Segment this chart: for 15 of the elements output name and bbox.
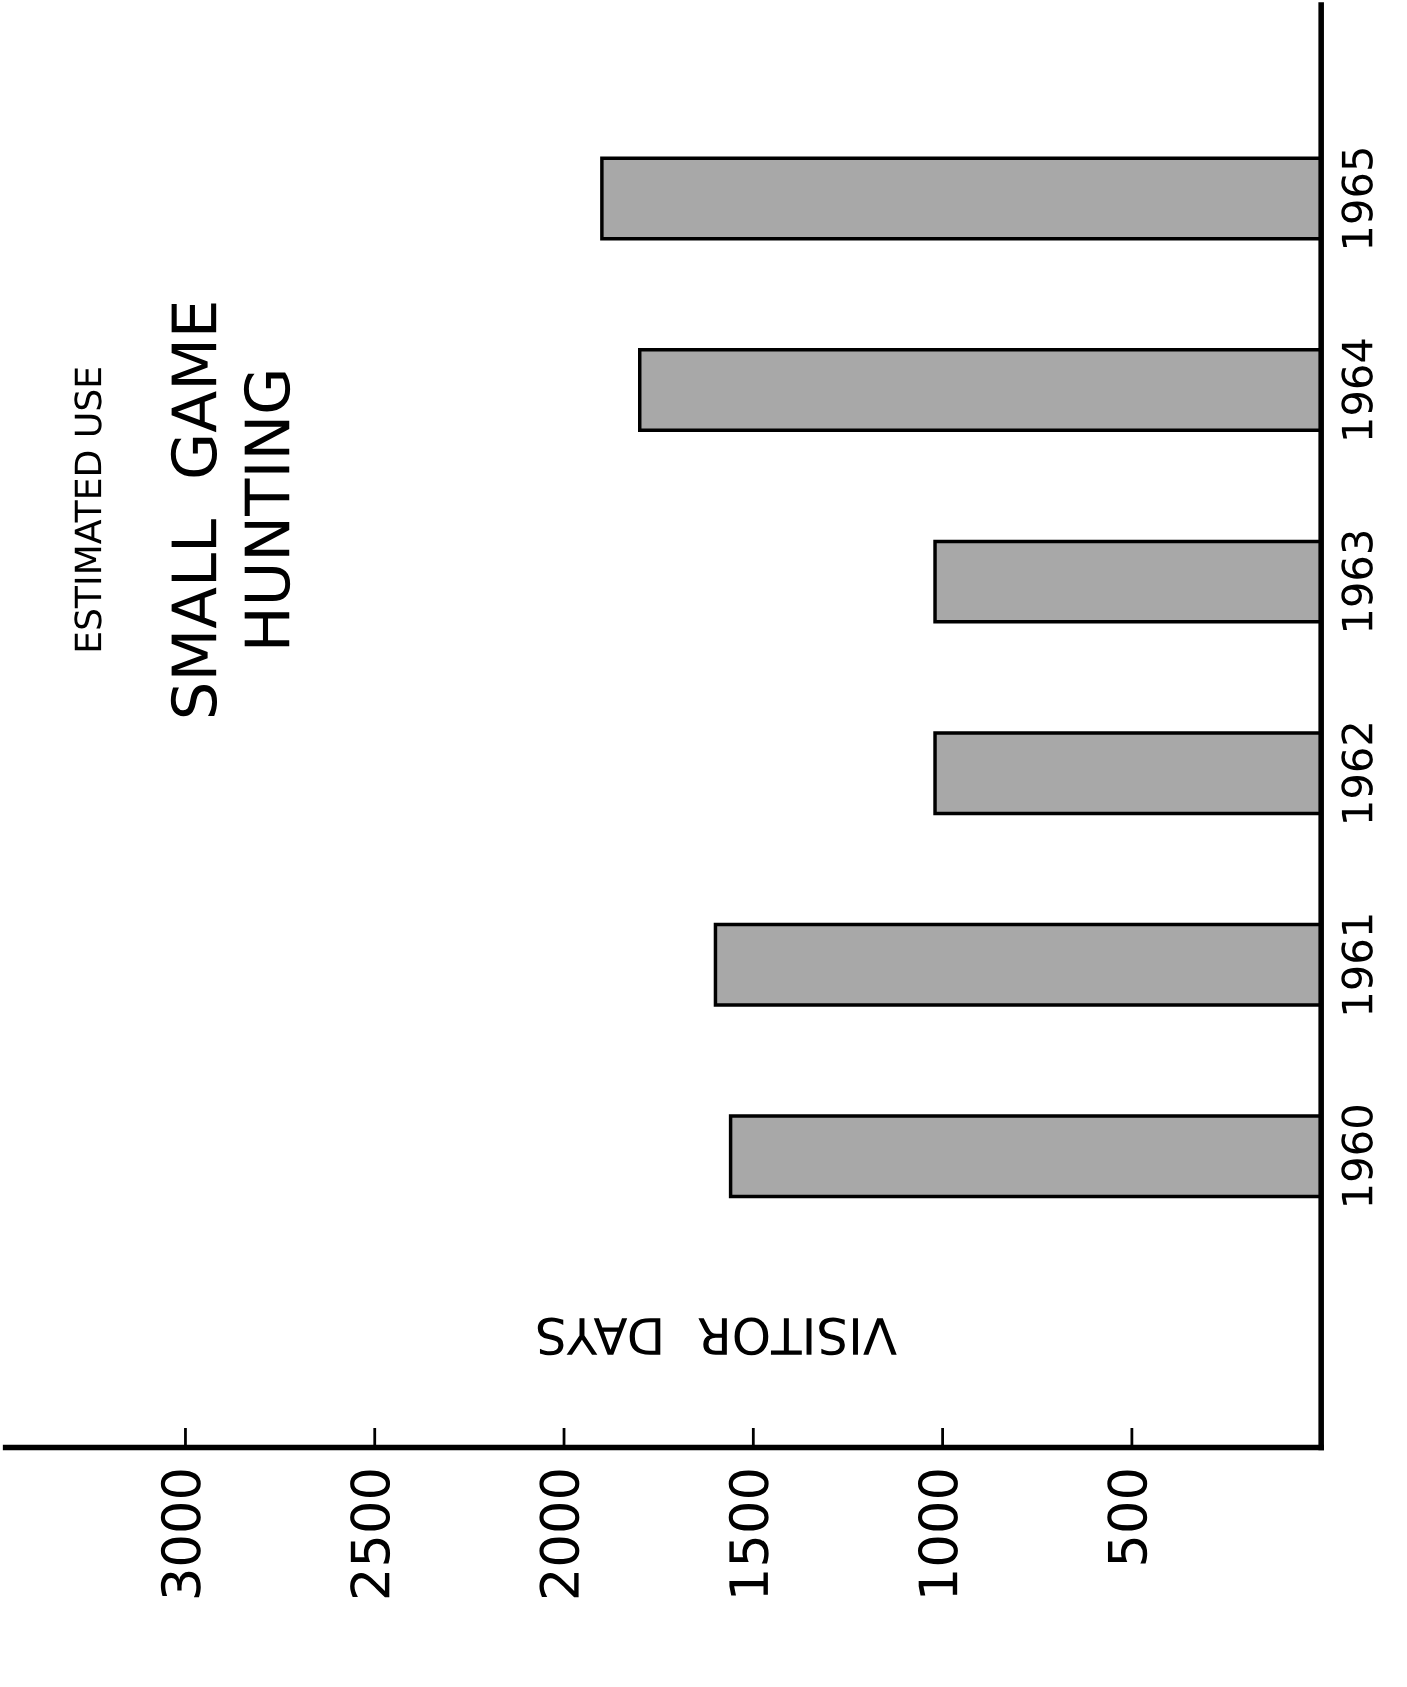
x-tick-label: 1000 xyxy=(917,1470,958,1596)
x-axis-title: VISITOR DAYS xyxy=(537,1317,897,1356)
y-tick-label: 1961 xyxy=(1341,915,1373,1014)
y-tick-label: 1962 xyxy=(1341,724,1373,822)
x-tick-label: 3000 xyxy=(160,1470,201,1598)
x-tick-label: 2000 xyxy=(539,1470,580,1598)
y-tick-label: 1965 xyxy=(1341,149,1373,247)
text: SMALL GAME HUNTING xyxy=(170,303,291,717)
text: ESTIMATED USE xyxy=(74,368,102,651)
y-tick-label: 1963 xyxy=(1341,531,1373,631)
y-tick-label: 1964 xyxy=(1341,339,1373,439)
x-tick-label: 1500 xyxy=(728,1470,769,1596)
x-tick-label: 500 xyxy=(1107,1470,1148,1564)
x-tick-label: 2500 xyxy=(350,1470,391,1598)
y-tick-label: 1960 xyxy=(1341,1106,1373,1205)
